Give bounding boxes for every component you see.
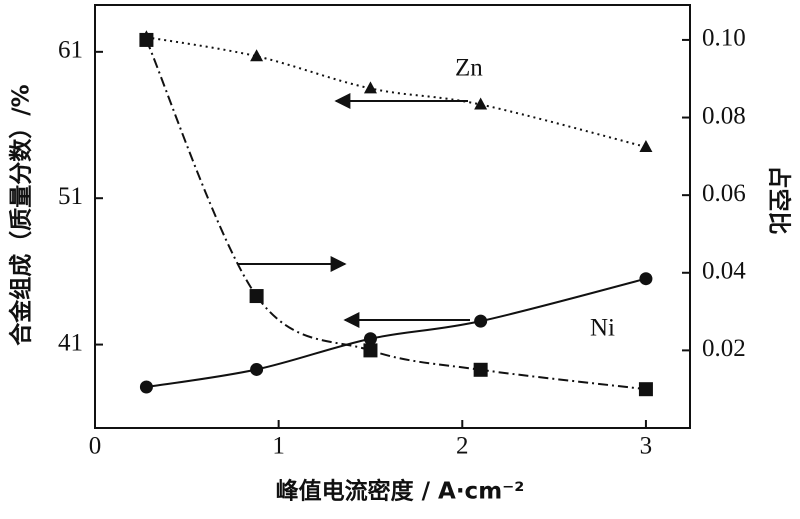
x-tick-label: 0 xyxy=(89,433,102,460)
point xyxy=(250,49,264,62)
point xyxy=(474,314,488,328)
point xyxy=(363,332,377,346)
y-tick-label: 51 xyxy=(58,183,83,210)
series-line xyxy=(146,277,647,389)
point xyxy=(639,272,653,286)
point xyxy=(474,97,488,110)
point xyxy=(363,343,378,358)
y2-tick-label: 0.10 xyxy=(702,25,746,52)
y2-tick-label: 0.06 xyxy=(702,180,746,207)
y2-tick-label: 0.02 xyxy=(702,335,746,362)
plot-frame xyxy=(94,4,691,429)
series-line xyxy=(145,39,647,391)
point xyxy=(638,382,653,397)
y-axis-title: 合金组成（质量分数）/% xyxy=(8,84,35,345)
x-axis-title: 峰值电流密度 / A·cm⁻² xyxy=(276,478,525,505)
series-label: Ni xyxy=(590,315,615,342)
point xyxy=(249,289,264,304)
x-tick-label: 3 xyxy=(640,433,653,460)
point xyxy=(139,380,153,394)
point xyxy=(363,81,377,94)
point xyxy=(473,362,488,377)
series-label: Zn xyxy=(455,55,483,82)
y2-tick-label: 0.08 xyxy=(702,102,746,129)
y-tick-label: 61 xyxy=(58,37,83,64)
x-tick-label: 1 xyxy=(272,433,285,460)
point xyxy=(639,139,653,152)
series-line xyxy=(146,36,647,148)
point xyxy=(139,32,154,47)
y2-axis-title: 占空比 xyxy=(766,166,793,235)
point xyxy=(250,362,264,376)
x-tick-label: 2 xyxy=(456,433,469,460)
y-tick-label: 41 xyxy=(58,329,83,356)
y2-tick-label: 0.04 xyxy=(702,258,746,285)
